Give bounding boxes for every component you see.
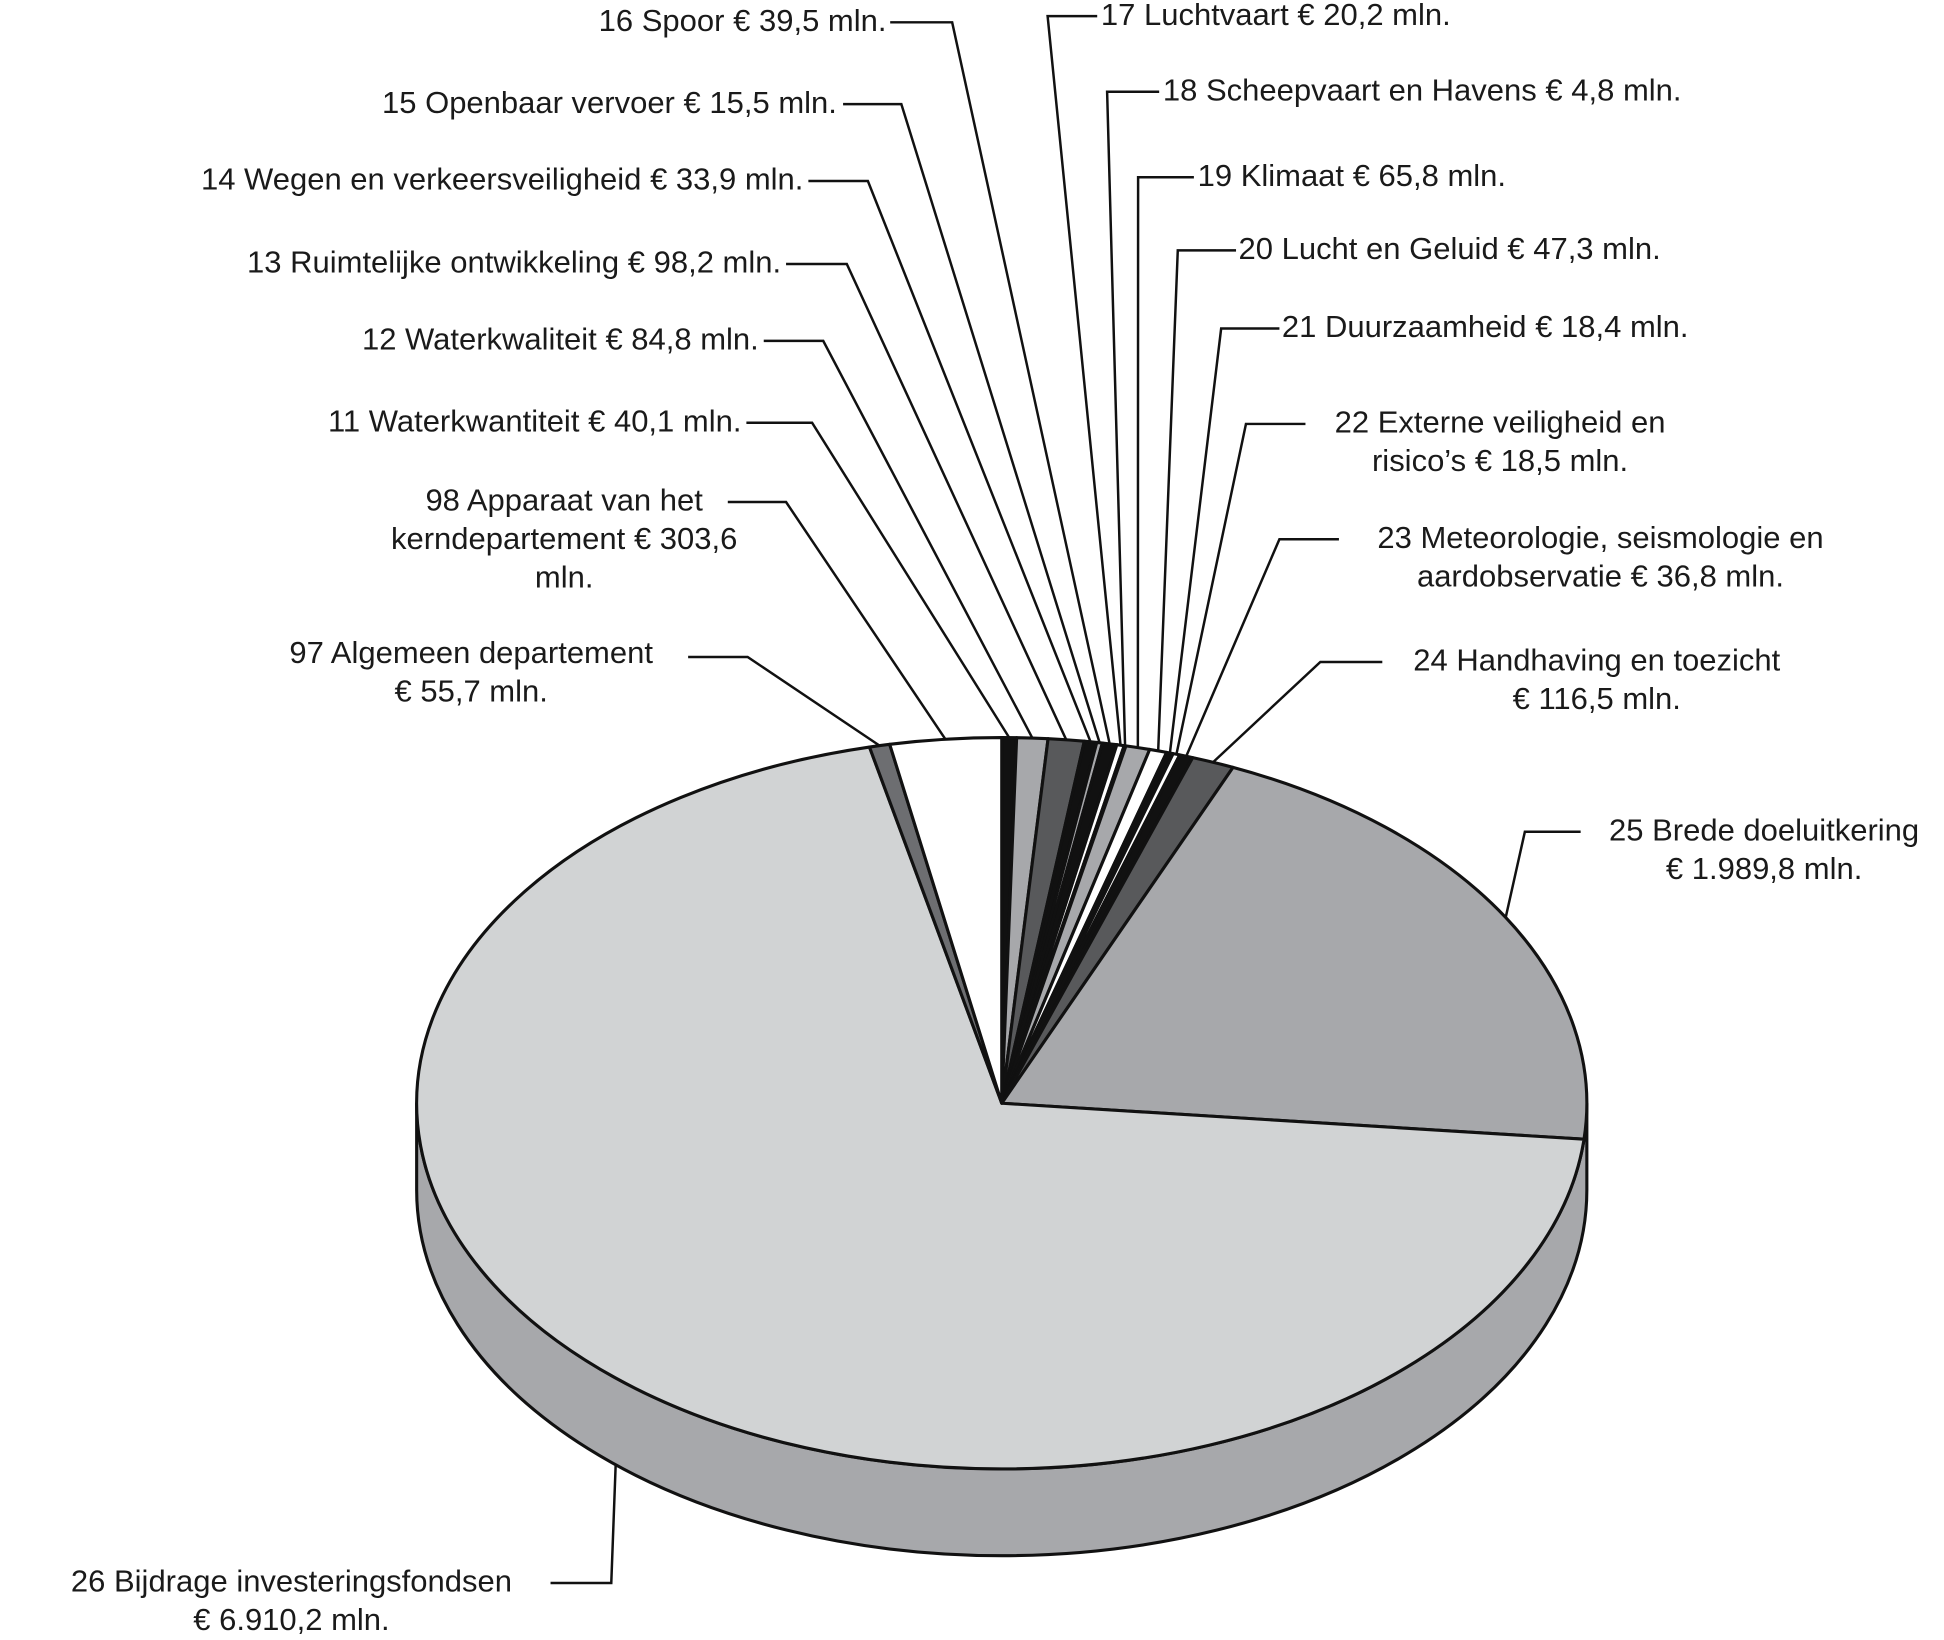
leader-line [1046, 14, 1122, 746]
leader-line [746, 421, 1011, 739]
label-box: 19 Klimaat € 65,8 mln. [1198, 157, 1944, 195]
value-label: € 4,8 mln. [1545, 73, 1682, 108]
slice-label: 13 Ruimtelijke ontwikkeling € 98,2 mln. [0, 244, 781, 282]
value-label: € 1.989,8 mln. [1665, 851, 1863, 887]
value-label: € 36,8 mln. [1630, 559, 1784, 594]
label-box: 23 Meteorologie, seismologie en aardobse… [1328, 519, 1873, 596]
category-label: 25 Brede doeluitkering [1609, 813, 1920, 848]
value-label: € 40,1 mln. [588, 404, 742, 439]
category-label: 14 Wegen en verkeersveiligheid [200, 162, 642, 198]
category-label: 22 Externe veiligheid en risico’s [1334, 405, 1666, 479]
category-label: 16 Spoor [598, 3, 725, 39]
value-label: € 55,7 mln. [394, 674, 548, 710]
leader-line [727, 500, 947, 740]
value-label: € 65,8 mln. [1352, 158, 1507, 194]
leader-line [808, 179, 1092, 743]
slice-label: 19 Klimaat € 65,8 mln. [1198, 157, 1944, 195]
slice-label: 18 Scheepvaart en Havens € 4,8 mln. [1163, 72, 1944, 110]
label-box: 13 Ruimtelijke ontwikkeling € 98,2 mln. [0, 244, 781, 282]
label-box: 11 Waterkwantiteit € 40,1 mln. [0, 403, 741, 441]
slice-label: 12 Waterkwaliteit € 84,8 mln. [0, 321, 759, 359]
leader-line [1156, 249, 1237, 751]
leader-line [763, 339, 1034, 739]
category-label: 12 Waterkwaliteit [361, 322, 597, 358]
value-label: € 303,6 mln. [534, 521, 738, 596]
pie-slice [888, 736, 1004, 1105]
value-label: € 15,5 mln. [683, 85, 837, 121]
slice-label: 25 Brede doeluitkering€ 1.989,8 mln. [1578, 812, 1944, 889]
slice-label: 21 Duurzaamheid € 18,4 mln. [1282, 309, 1944, 347]
value-label: € 18,5 mln. [1474, 443, 1629, 479]
label-box: 21 Duurzaamheid € 18,4 mln. [1282, 309, 1944, 347]
category-label: 24 Handhaving en toezicht [1413, 643, 1781, 679]
category-label: 15 Openbaar vervoer [382, 85, 675, 121]
category-label: 18 Scheepvaart en Havens [1162, 73, 1537, 108]
category-label: 19 Klimaat [1197, 158, 1345, 194]
slice-label: 11 Waterkwantiteit € 40,1 mln. [0, 403, 741, 441]
label-box: 26 Bijdrage investeringsfondsen € 6.910,2… [25, 1563, 558, 1640]
value-label: € 98,2 mln. [627, 245, 782, 281]
pie-slice [415, 745, 1586, 1471]
slice-label: 98 Apparaat van het kerndepartement € 303… [378, 482, 750, 597]
pie-slice [1000, 765, 1589, 1141]
leader-line [1185, 537, 1339, 757]
leader-line [1168, 327, 1280, 754]
label-box: 12 Waterkwaliteit € 84,8 mln. [0, 321, 759, 359]
label-box: 17 Luchtvaart € 20,2 mln. [1101, 0, 1944, 35]
category-label: 26 Bijdrage investeringsfondsen [70, 1564, 512, 1600]
category-label: 17 Luchtvaart [1100, 0, 1289, 33]
label-box: 14 Wegen en verkeersveiligheid € 33,9 mln… [0, 161, 803, 199]
leader-line [1212, 660, 1383, 764]
category-label: 23 Meteorologie, seismologie en aardobse… [1377, 520, 1824, 594]
slice-label: 16 Spoor € 39,5 mln. [19, 2, 887, 40]
value-label: € 84,8 mln. [605, 322, 759, 358]
slice-label: 20 Lucht en Geluid € 47,3 mln. [1239, 231, 1944, 269]
slice-label: 22 Externe veiligheid en risico’s € 18,5 … [1296, 404, 1705, 481]
slice-label: 15 Openbaar vervoer € 15,5 mln. [0, 84, 837, 122]
label-box: 22 Externe veiligheid en risico’s € 18,5 … [1296, 404, 1705, 481]
slice-label: 24 Handhaving en toezicht€ 116,5 mln. [1374, 642, 1820, 719]
label-box: 16 Spoor € 39,5 mln. [19, 2, 887, 40]
leader-line [890, 21, 1111, 745]
category-label: 13 Ruimtelijke ontwikkeling [247, 245, 620, 281]
category-label: 98 Apparaat van het kerndepartement [390, 483, 703, 557]
value-label: € 33,9 mln. [650, 162, 804, 198]
value-label: € 116,5 mln. [1512, 681, 1681, 717]
category-label: 21 Duurzaamheid [1281, 309, 1527, 345]
slice-label: 23 Meteorologie, seismologie en aardobse… [1328, 519, 1873, 596]
leader-line [1175, 422, 1306, 755]
value-label: € 18,4 mln. [1535, 309, 1689, 345]
category-label: 97 Algemeen departement [289, 635, 653, 671]
leader-line [843, 102, 1101, 744]
value-label: € 20,2 mln. [1297, 0, 1451, 33]
label-box: 24 Handhaving en toezicht € 116,5 mln. [1374, 642, 1820, 719]
leader-line [688, 655, 881, 747]
slice-label: 97 Algemeen departement€ 55,7 mln. [248, 635, 694, 712]
label-box: 25 Brede doeluitkering € 1.989,8 mln. [1578, 812, 1944, 889]
slice-label: 17 Luchtvaart € 20,2 mln. [1101, 0, 1944, 35]
slice-label: 26 Bijdrage investeringsfondsen€ 6.910,2… [25, 1563, 558, 1640]
leader-line [786, 262, 1068, 741]
label-box: 15 Openbaar vervoer € 15,5 mln. [0, 84, 837, 122]
label-box: 18 Scheepvaart en Havens € 4,8 mln. [1163, 72, 1944, 110]
category-label: 20 Lucht en Geluid [1238, 231, 1499, 267]
label-box: 98 Apparaat van het kerndepartement € 303… [378, 482, 750, 597]
value-label: € 39,5 mln. [733, 3, 887, 39]
value-label: € 47,3 mln. [1507, 231, 1661, 267]
leader-line [1504, 830, 1581, 918]
label-box: 97 Algemeen departement € 55,7 mln. [248, 635, 694, 712]
slice-label: 14 Wegen en verkeersveiligheid € 33,9 mln… [0, 161, 803, 199]
category-label: 11 Waterkwantiteit [327, 404, 580, 439]
value-label: € 6.910,2 mln. [193, 1602, 390, 1638]
leader-line [1105, 90, 1160, 746]
label-box: 20 Lucht en Geluid € 47,3 mln. [1239, 231, 1944, 269]
leader-line [1136, 176, 1194, 748]
leader-line [550, 1464, 617, 1585]
